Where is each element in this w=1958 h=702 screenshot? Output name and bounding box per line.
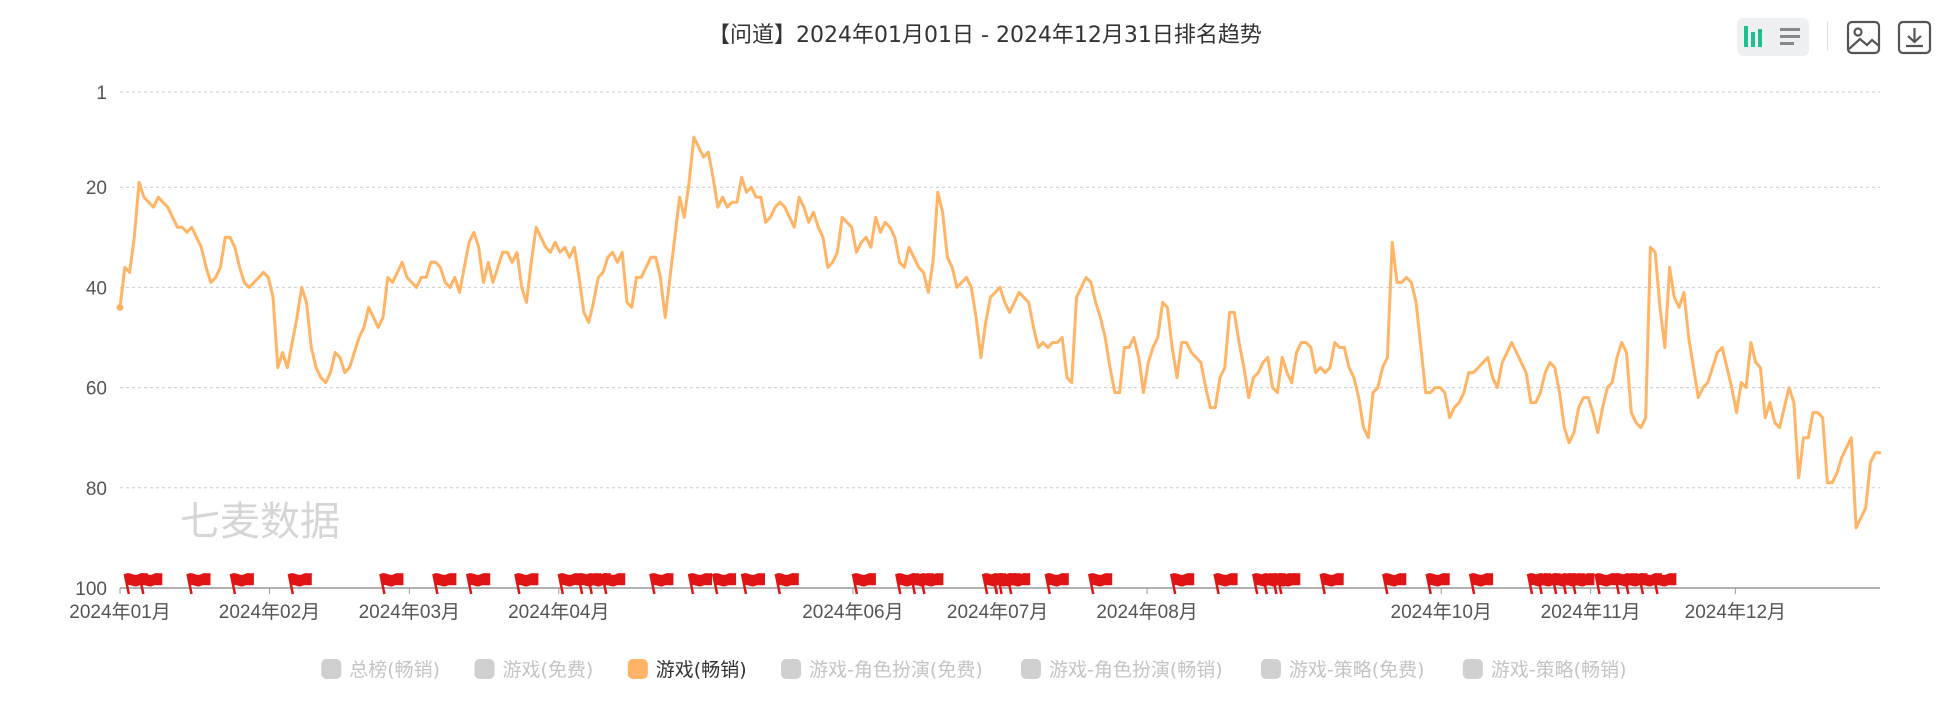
watermark: 七麦数据 xyxy=(180,499,340,545)
toolbar-divider xyxy=(1827,22,1828,50)
legend-label: 游戏-策略(免费) xyxy=(1289,659,1425,681)
event-flag-icon[interactable] xyxy=(379,573,404,595)
event-flag-icon[interactable] xyxy=(557,573,582,595)
event-flag-icon[interactable] xyxy=(687,573,712,595)
legend-item[interactable]: 游戏-角色扮演(畅销) xyxy=(1021,659,1223,681)
event-flag-icon[interactable] xyxy=(774,573,799,595)
x-tick-label: 2024年07月 xyxy=(947,601,1048,623)
legend-item[interactable]: 总榜(畅销) xyxy=(321,659,440,681)
legend-item[interactable]: 游戏-角色扮演(免费) xyxy=(781,659,983,681)
legend-swatch xyxy=(474,659,495,679)
event-flag-icon[interactable] xyxy=(1382,573,1407,595)
event-flag-icon[interactable] xyxy=(229,573,254,595)
event-flag-icon[interactable] xyxy=(1594,573,1619,595)
event-flag-icon[interactable] xyxy=(1652,573,1677,595)
event-flag-icon[interactable] xyxy=(1319,573,1344,595)
event-flag-icon[interactable] xyxy=(138,573,163,595)
chart-title: 【问道】2024年01月01日 - 2024年12月31日排名趋势 xyxy=(708,23,1262,48)
legend-item[interactable]: 游戏(免费) xyxy=(474,659,594,681)
legend-label: 游戏(免费) xyxy=(503,659,594,681)
list-icon[interactable] xyxy=(1780,28,1800,45)
event-flag-icon[interactable] xyxy=(1213,573,1238,595)
x-tick-label: 2024年12月 xyxy=(1685,601,1786,623)
series-start-point xyxy=(116,303,124,311)
event-flag-icon[interactable] xyxy=(432,573,457,595)
x-tick-label: 2024年03月 xyxy=(359,601,460,623)
event-flag-icon[interactable] xyxy=(1425,573,1450,595)
event-flag-icon[interactable] xyxy=(649,573,674,595)
grid-lines xyxy=(120,91,1880,489)
chart-toolbar xyxy=(1737,18,1932,56)
event-flag-icon[interactable] xyxy=(514,573,539,595)
x-tick-label: 2024年06月 xyxy=(802,601,903,623)
legend-item[interactable]: 游戏-策略(免费) xyxy=(1260,659,1425,681)
event-flag-icon[interactable] xyxy=(1468,573,1494,595)
legend-label: 游戏-角色扮演(免费) xyxy=(809,659,983,681)
series-line-games-grossing xyxy=(118,135,1882,530)
x-axis: 2024年01月 2024年02月 2024年03月 2024年04月 2024年06月… xyxy=(69,587,1880,623)
event-flag-icon[interactable] xyxy=(740,573,765,595)
event-flag-icon[interactable] xyxy=(1276,573,1301,595)
x-tick-label: 2024年01月 xyxy=(69,601,170,623)
event-flag-icon[interactable] xyxy=(851,573,876,595)
image-icon[interactable] xyxy=(1846,20,1881,55)
y-tick-label: 100 xyxy=(75,579,107,600)
event-flag-icon[interactable] xyxy=(600,573,626,595)
legend-label: 总榜(畅销) xyxy=(349,659,440,681)
event-flag-icon[interactable] xyxy=(465,573,491,595)
event-flag-icon[interactable] xyxy=(1087,573,1113,595)
event-flag-icon[interactable] xyxy=(287,573,312,595)
event-flag-icon[interactable] xyxy=(919,573,944,595)
legend-swatch xyxy=(1260,659,1281,679)
x-tick-label: 2024年02月 xyxy=(219,601,320,623)
event-flag-icon[interactable] xyxy=(1169,573,1195,595)
event-flag-icon[interactable] xyxy=(186,573,211,595)
bar-chart-icon[interactable] xyxy=(1737,18,1809,56)
legend-item[interactable]: 游戏(畅销) xyxy=(627,659,747,681)
event-flag-icon[interactable] xyxy=(1005,573,1031,595)
legend-label: 游戏-策略(畅销) xyxy=(1491,659,1627,681)
legend: 总榜(畅销) 游戏(免费) 游戏(畅销) 游戏-角色扮演(免费) 游戏-角色扮演(畅销)… xyxy=(321,659,1627,681)
event-flag-icon[interactable] xyxy=(1044,573,1069,595)
legend-item[interactable]: 游戏-策略(畅销) xyxy=(1462,659,1627,681)
y-tick-label: 1 xyxy=(96,83,107,104)
event-flag-icon[interactable] xyxy=(711,573,737,595)
legend-swatch xyxy=(1021,659,1041,679)
event-flags xyxy=(123,573,1677,595)
y-tick-label: 60 xyxy=(86,379,107,400)
x-tick-label: 2024年04月 xyxy=(508,601,609,623)
legend-swatch xyxy=(1462,659,1483,679)
legend-swatch xyxy=(781,659,802,679)
legend-label: 游戏-角色扮演(畅销) xyxy=(1049,659,1223,681)
y-axis: 1 20 40 60 80 100 xyxy=(75,83,107,600)
y-tick-label: 20 xyxy=(86,178,107,199)
x-tick-label: 2024年10月 xyxy=(1391,601,1492,623)
legend-swatch xyxy=(627,659,648,679)
series-layer xyxy=(116,135,1882,530)
download-icon[interactable] xyxy=(1897,20,1932,55)
x-tick-label: 2024年11月 xyxy=(1541,601,1641,623)
legend-label: 游戏(畅销) xyxy=(656,659,747,681)
y-tick-label: 40 xyxy=(86,278,107,299)
legend-swatch xyxy=(321,659,342,679)
x-tick-label: 2024年08月 xyxy=(1096,601,1197,623)
event-flag-icon[interactable] xyxy=(1570,573,1595,595)
y-tick-label: 80 xyxy=(86,479,107,500)
